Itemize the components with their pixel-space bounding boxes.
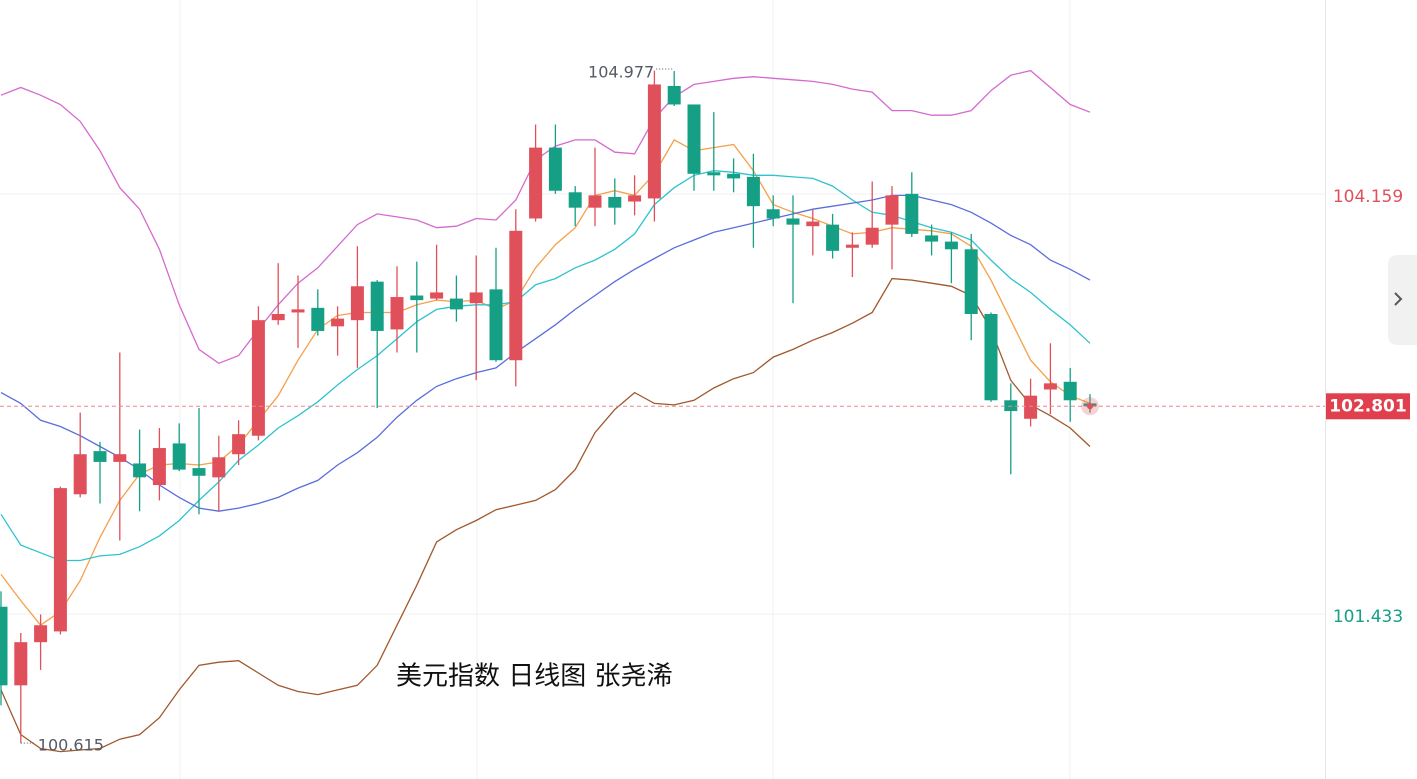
candle-body bbox=[93, 451, 107, 462]
candle-body bbox=[212, 457, 226, 478]
indicator-line bbox=[0, 69, 1091, 365]
candle-body bbox=[34, 625, 48, 643]
candle-body bbox=[667, 85, 681, 105]
candle-body bbox=[964, 249, 978, 315]
candle-body bbox=[806, 221, 820, 227]
candle-body bbox=[865, 227, 879, 245]
panel-toggle-icon[interactable] bbox=[1394, 292, 1403, 306]
candle-body bbox=[568, 192, 582, 208]
candle-body bbox=[1063, 381, 1077, 401]
candle-body bbox=[53, 488, 67, 632]
candle-body bbox=[746, 176, 760, 207]
candle-body bbox=[647, 84, 661, 199]
candle-body bbox=[251, 320, 265, 436]
candle-body bbox=[449, 298, 463, 310]
panel-toggle-bg[interactable] bbox=[1388, 255, 1417, 345]
candle-body bbox=[509, 230, 523, 361]
candle-body bbox=[311, 307, 325, 331]
candle-body bbox=[232, 434, 246, 455]
candle-body bbox=[14, 642, 28, 686]
max-label: 104.977 bbox=[588, 63, 654, 82]
current-price-box bbox=[1326, 393, 1410, 420]
candle-body bbox=[350, 286, 364, 321]
candle-body bbox=[707, 172, 721, 176]
candle-body bbox=[845, 244, 859, 248]
candle-body bbox=[588, 195, 602, 208]
y-tick-label: 101.433 bbox=[1333, 607, 1403, 627]
candle-body bbox=[271, 314, 285, 321]
candle-body bbox=[192, 468, 206, 476]
candle-body bbox=[0, 606, 8, 686]
candle-body bbox=[73, 454, 87, 495]
indicator-line bbox=[0, 170, 1091, 562]
candle-body bbox=[727, 173, 741, 179]
indicator-line bbox=[0, 277, 1091, 753]
candle-body bbox=[172, 443, 186, 470]
candle-body bbox=[291, 309, 305, 313]
y-tick-label: 104.159 bbox=[1333, 187, 1403, 207]
candle-body bbox=[905, 193, 919, 234]
candle-body bbox=[1004, 400, 1018, 412]
candle-body bbox=[390, 297, 404, 330]
candle-body bbox=[430, 292, 444, 299]
candle-body bbox=[370, 281, 384, 331]
candle-body bbox=[944, 241, 958, 250]
current-price-dot bbox=[1087, 403, 1093, 410]
candle-body bbox=[786, 218, 800, 225]
candle-body bbox=[133, 463, 147, 478]
candle-body bbox=[608, 196, 622, 208]
candle-body bbox=[469, 292, 483, 304]
candle-body bbox=[984, 314, 998, 401]
current-price-label: 102.801 bbox=[1329, 396, 1406, 416]
candle-body bbox=[687, 104, 701, 174]
chart-title: 美元指数 日线图 张尧浠 bbox=[396, 662, 673, 692]
candle-body bbox=[529, 147, 543, 219]
candle-body bbox=[152, 448, 166, 486]
candle-body bbox=[331, 318, 345, 327]
candle-body bbox=[548, 147, 562, 191]
candle-body bbox=[113, 454, 127, 462]
candle-body bbox=[766, 209, 780, 219]
indicator-line bbox=[0, 139, 1091, 627]
candle-body bbox=[885, 195, 899, 225]
candle-body bbox=[1024, 395, 1038, 419]
candle-body bbox=[1043, 383, 1057, 390]
candle-body bbox=[826, 224, 840, 251]
candle-body bbox=[410, 295, 424, 301]
min-label: 100.615 bbox=[38, 736, 104, 755]
candle-body bbox=[489, 289, 503, 361]
candle-body bbox=[925, 235, 939, 242]
panel-toggle[interactable] bbox=[1388, 255, 1417, 345]
candle-body bbox=[628, 195, 642, 202]
